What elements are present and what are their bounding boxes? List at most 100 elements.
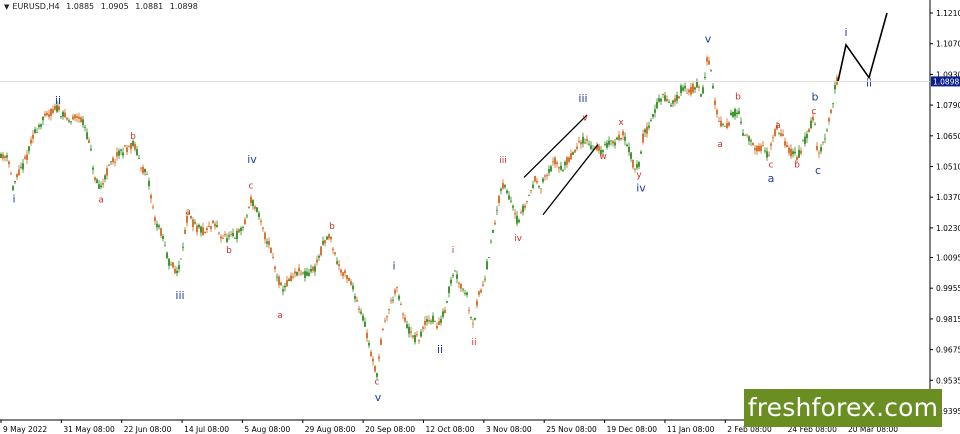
collapse-triangle-icon[interactable]: ▼	[4, 3, 10, 11]
candle-body	[496, 209, 498, 211]
candle-body	[802, 140, 804, 142]
candle-body	[594, 146, 596, 148]
wave-label: b	[735, 93, 741, 103]
candle-body	[80, 117, 82, 122]
candle-body	[38, 125, 40, 127]
candle-body	[708, 60, 710, 65]
candle-body	[706, 57, 708, 62]
candle-body	[642, 133, 644, 143]
candle-body	[190, 215, 192, 219]
candle-body	[712, 85, 714, 89]
candle-body	[346, 275, 348, 279]
wave-label: x	[618, 118, 624, 128]
candle-body	[452, 275, 454, 277]
candle-body	[800, 150, 802, 154]
candle-body	[476, 300, 478, 306]
candle-body	[574, 149, 576, 153]
candle-body	[60, 116, 62, 117]
candle-body	[100, 185, 102, 187]
candle-body	[602, 150, 604, 153]
wave-label: i	[392, 260, 395, 273]
wave-label: b	[794, 161, 800, 171]
candle-body	[396, 286, 398, 288]
candle-body	[498, 195, 500, 203]
candle-body	[270, 248, 272, 253]
candle-body	[512, 205, 514, 208]
candle-body	[228, 235, 230, 237]
candle-body	[492, 230, 494, 233]
candle-body	[280, 282, 282, 286]
open-value: 1.0885	[66, 2, 95, 11]
candle-body	[166, 252, 168, 259]
wave-label: c	[769, 161, 774, 171]
candle-body	[412, 335, 414, 338]
candle-body	[806, 134, 808, 139]
candle-body	[220, 236, 222, 239]
price-tick-label: 1.0370	[936, 193, 960, 202]
candle-body	[816, 145, 818, 150]
time-tick-label: 3 Nov 08:00	[486, 425, 532, 434]
candle-body	[334, 252, 336, 255]
candle-body	[686, 92, 688, 94]
price-tick-label: 1.0230	[936, 224, 960, 233]
candle-body	[48, 114, 50, 117]
candle-body	[666, 99, 668, 102]
candle-body	[820, 146, 822, 152]
candle-body	[248, 207, 250, 208]
candle-body	[474, 317, 476, 320]
candle-body	[624, 136, 626, 141]
candle-body	[284, 286, 286, 288]
candle-body	[518, 219, 520, 223]
candle-body	[352, 285, 354, 290]
candle-body	[582, 136, 584, 144]
wave-label: a	[185, 208, 191, 218]
candle-body	[170, 264, 172, 266]
candle-body	[314, 266, 316, 272]
candle-body	[798, 149, 800, 158]
candle-body	[414, 335, 416, 343]
candle-body	[350, 281, 352, 285]
wave-label: b	[812, 91, 819, 104]
candle-body	[208, 225, 210, 227]
candle-body	[338, 264, 340, 267]
candle-body	[534, 176, 536, 182]
candle-body	[578, 140, 580, 142]
candle-body	[560, 165, 562, 170]
candle-body	[796, 157, 798, 161]
candle-body	[380, 339, 382, 345]
candle-body	[764, 150, 766, 152]
candle-body	[78, 116, 80, 119]
candle-body	[584, 142, 586, 144]
candle-body	[704, 76, 706, 78]
candle-body	[520, 212, 522, 214]
candle-body	[224, 234, 226, 236]
candle-body	[392, 299, 394, 301]
candle-body	[718, 120, 720, 122]
candle-body	[50, 108, 52, 116]
candle-body	[390, 300, 392, 302]
candle-body	[460, 283, 462, 289]
candle-body	[194, 222, 196, 224]
candle-body	[186, 215, 188, 223]
candle-body	[558, 167, 560, 169]
candle-body	[532, 184, 534, 188]
candle-body	[110, 161, 112, 163]
candle-body	[230, 234, 232, 236]
candle-body	[344, 270, 346, 274]
candle-body	[450, 279, 452, 284]
candle-body	[6, 155, 8, 158]
time-tick-label: 11 Jan 08:00	[667, 425, 715, 434]
price-tick-label: 1.0510	[936, 162, 960, 171]
candle-body	[470, 317, 472, 318]
candle-body	[588, 143, 590, 145]
candle-body	[606, 142, 608, 148]
candle-body	[146, 174, 148, 175]
candle-body	[478, 291, 480, 295]
candle-body	[198, 224, 200, 228]
candle-body	[608, 140, 610, 145]
candle-body	[398, 295, 400, 300]
candle-body	[114, 161, 116, 163]
candle-body	[394, 290, 396, 294]
